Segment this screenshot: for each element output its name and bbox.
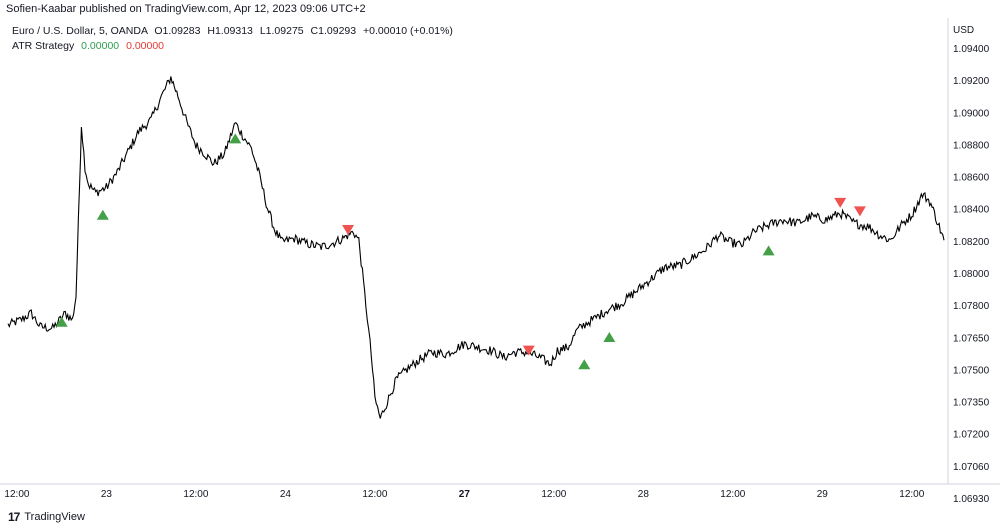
y-tick-label: 1.07800 xyxy=(953,301,990,312)
x-tick-label: 27 xyxy=(459,489,471,500)
sell-signal-triangle xyxy=(342,225,355,236)
x-tick-label: 12:00 xyxy=(4,489,29,500)
symbol-legend-row: Euro / U.S. Dollar, 5, OANDA O1.09283 H1… xyxy=(12,24,453,39)
tradingview-logo-icon: 17 xyxy=(8,510,20,524)
y-tick-label: 1.07350 xyxy=(953,398,990,409)
y-tick-label: 1.07060 xyxy=(953,462,990,473)
x-tick-label: 28 xyxy=(638,489,650,500)
x-tick-label: 23 xyxy=(101,489,113,500)
buy-signal-triangle xyxy=(229,133,242,144)
y-tick-label: 1.06930 xyxy=(953,494,990,505)
footer-brand[interactable]: 17 TradingView xyxy=(8,510,85,524)
y-tick-label: 1.07650 xyxy=(953,333,990,344)
x-tick-label: 24 xyxy=(280,489,292,500)
x-tick-label: 12:00 xyxy=(541,489,566,500)
open-value: O1.09283 xyxy=(154,25,201,37)
sell-signal-triangle xyxy=(834,197,847,208)
y-tick-label: 1.07200 xyxy=(953,430,990,441)
close-value: C1.09293 xyxy=(310,25,357,37)
y-tick-label: 1.07500 xyxy=(953,365,990,376)
sell-signal-triangle xyxy=(522,345,535,356)
buy-signal-triangle xyxy=(96,209,109,220)
change-value: +0.00010 (+0.01%) xyxy=(363,25,453,37)
x-tick-label: 29 xyxy=(817,489,829,500)
indicator-value-2: 0.00000 xyxy=(126,40,165,52)
y-tick-label: 1.09200 xyxy=(953,76,990,87)
brand-name: TradingView xyxy=(24,511,85,523)
indicator-legend-row: ATR Strategy 0.00000 0.00000 xyxy=(12,39,453,54)
price-line xyxy=(7,76,945,419)
currency-label: USD xyxy=(953,25,974,36)
y-tick-label: 1.08200 xyxy=(953,237,990,248)
x-tick-label: 12:00 xyxy=(362,489,387,500)
indicator-value-1: 0.00000 xyxy=(81,40,120,52)
buy-signal-triangle xyxy=(762,245,775,256)
x-tick-label: 12:00 xyxy=(183,489,208,500)
buy-signal-triangle xyxy=(55,316,68,327)
low-value: L1.09275 xyxy=(259,25,304,37)
high-value: H1.09313 xyxy=(207,25,253,37)
y-tick-label: 1.08000 xyxy=(953,269,990,280)
y-tick-label: 1.09000 xyxy=(953,108,990,119)
chart-legend: Euro / U.S. Dollar, 5, OANDA O1.09283 H1… xyxy=(12,24,453,54)
symbol-name[interactable]: Euro / U.S. Dollar, 5, OANDA xyxy=(12,25,148,37)
y-tick-label: 1.08600 xyxy=(953,173,990,184)
published-caption: Sofien-Kaabar published on TradingView.c… xyxy=(6,3,366,15)
x-tick-label: 12:00 xyxy=(899,489,924,500)
indicator-name[interactable]: ATR Strategy xyxy=(12,40,75,52)
x-tick-label: 12:00 xyxy=(720,489,745,500)
y-tick-label: 1.08800 xyxy=(953,140,990,151)
y-tick-label: 1.08400 xyxy=(953,205,990,216)
sell-signal-triangle xyxy=(853,206,866,217)
buy-signal-triangle xyxy=(603,332,616,343)
y-tick-label: 1.09400 xyxy=(953,44,990,55)
buy-signal-triangle xyxy=(578,359,591,370)
